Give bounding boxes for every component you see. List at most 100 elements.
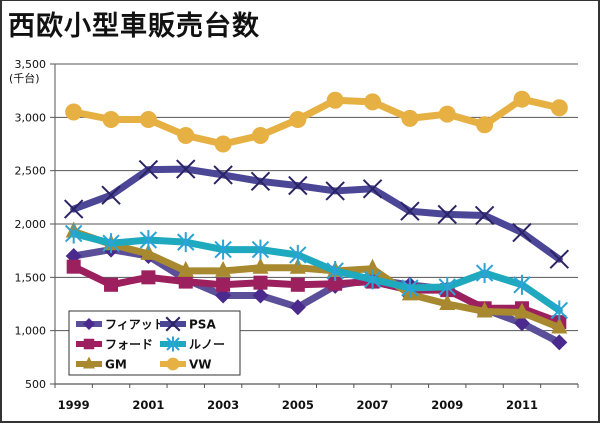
data-point-triangle <box>140 243 157 260</box>
data-point-x-stroke <box>63 199 84 219</box>
legend-item: PSA <box>160 316 216 332</box>
data-point-circle <box>166 357 180 371</box>
data-point-triangle <box>252 257 269 274</box>
data-point-square <box>83 338 95 350</box>
data-point-circle <box>65 103 83 121</box>
data-point-triangle <box>215 260 232 277</box>
x-tick-label: 2009 <box>431 398 463 412</box>
data-point-x-stroke <box>250 171 271 192</box>
legend-item: VW <box>160 358 212 372</box>
data-point-circle <box>102 110 120 128</box>
data-point-asterisk <box>251 239 270 260</box>
y-tick-label: 1,000 <box>15 325 47 338</box>
data-point-circle <box>289 110 307 128</box>
data-point-triangle <box>177 260 194 277</box>
data-point-asterisk <box>401 278 419 298</box>
data-point-square <box>104 277 119 292</box>
data-point-circle <box>214 135 232 153</box>
data-point-square <box>66 259 81 274</box>
data-point-x <box>474 205 495 226</box>
series-line <box>70 230 563 314</box>
data-point-x <box>101 185 121 205</box>
axes <box>50 63 579 388</box>
data-point-triangle <box>513 302 530 319</box>
data-point-x <box>549 249 570 269</box>
legend-item: GM <box>76 356 127 372</box>
x-tick-label: 2011 <box>506 398 538 412</box>
data-point-asterisk <box>438 276 456 297</box>
legend: フィアット PSA フォード ルノー GM VW <box>68 310 241 376</box>
data-point-x <box>138 159 159 180</box>
data-point-asterisk <box>139 230 158 250</box>
legend-item: フィアット <box>76 318 165 332</box>
data-point-x-stroke <box>474 205 495 226</box>
gridlines <box>55 63 578 332</box>
data-point-circle <box>251 126 269 144</box>
x-tick-label: 2003 <box>207 398 239 412</box>
y-tick-label: 1,500 <box>15 271 47 284</box>
y-tick-label: 500 <box>25 378 46 391</box>
series-gm <box>65 221 568 334</box>
data-point-x-stroke <box>176 159 196 179</box>
y-tick-labels: 500 1,000 1,500 2,000 2,500 3,000 3,500 <box>15 58 47 391</box>
data-point-x <box>325 181 345 201</box>
data-point-circle <box>326 91 344 109</box>
data-point-x-stroke <box>325 181 345 201</box>
data-point-triangle <box>551 317 568 334</box>
x-tick-label: 2005 <box>282 398 314 412</box>
series-line <box>70 165 563 263</box>
data-point-asterisk <box>102 233 120 254</box>
legend-label: GM <box>105 358 127 372</box>
data-point-diamond <box>83 318 95 330</box>
legend-label: PSA <box>189 318 216 332</box>
data-point-circle <box>550 99 568 117</box>
data-point-asterisk <box>363 269 382 290</box>
data-point-triangle <box>289 257 306 274</box>
data-point-triangle <box>364 258 381 275</box>
data-point-asterisk <box>550 300 569 321</box>
data-point-triangle <box>439 294 456 310</box>
data-point-circle <box>476 116 494 134</box>
y-tick-label: 3,500 <box>15 58 47 71</box>
data-point-circle <box>438 105 456 123</box>
series-psa <box>63 159 570 269</box>
y-axis-unit-label: (千台) <box>9 71 40 85</box>
data-point-diamond <box>252 287 269 304</box>
data-point-square <box>328 276 343 291</box>
data-point-x-stroke <box>362 179 383 199</box>
data-point-x-stroke <box>101 185 121 205</box>
data-point-x <box>176 159 196 179</box>
data-point-x <box>288 175 308 196</box>
data-point-x-stroke <box>512 222 532 243</box>
data-point-circle <box>401 109 419 127</box>
series-renault <box>64 223 569 321</box>
data-point-asterisk <box>64 223 83 244</box>
y-tick-label: 3,000 <box>15 111 47 124</box>
series-vw <box>65 90 568 153</box>
data-point-square <box>290 277 305 292</box>
data-point-x-stroke <box>288 175 308 196</box>
data-point-triangle <box>83 356 95 369</box>
data-point-circle <box>177 126 195 144</box>
data-point-square <box>141 270 156 285</box>
data-point-circle <box>139 110 157 128</box>
data-point-x <box>400 201 420 221</box>
data-point-x <box>63 199 84 219</box>
x-tick-label: 2001 <box>132 398 164 412</box>
legend-item: フォード <box>76 338 153 352</box>
data-point-x <box>250 171 271 192</box>
data-point-asterisk <box>513 274 531 295</box>
data-point-x-stroke <box>213 165 233 185</box>
data-point-x-stroke <box>437 204 457 225</box>
data-point-x <box>437 204 457 225</box>
y-tick-label: 2,000 <box>15 218 47 231</box>
data-point-x <box>512 222 532 243</box>
legend-label: フィアット <box>105 318 165 332</box>
x-tick-label: 2007 <box>357 398 389 412</box>
legend-label: フォード <box>105 338 153 352</box>
data-point-diamond <box>551 334 568 351</box>
data-point-asterisk <box>289 244 307 265</box>
data-point-diamond <box>513 315 530 332</box>
